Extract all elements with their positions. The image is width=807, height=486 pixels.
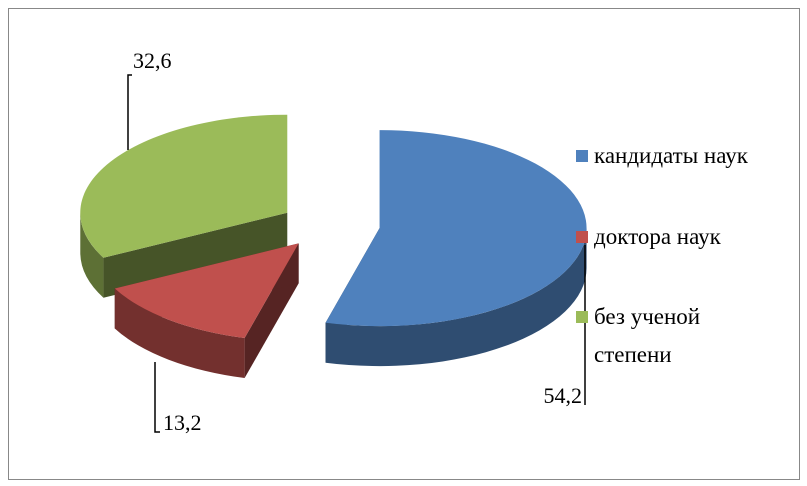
legend-swatch (576, 311, 588, 323)
legend-item: без ученой степени (576, 298, 744, 374)
slice-side (80, 212, 104, 298)
leader-line (127, 74, 132, 150)
slice (80, 114, 288, 258)
legend-swatch (576, 231, 588, 243)
slice (114, 243, 299, 339)
slice-side (114, 288, 245, 379)
legend-item: кандидаты наук (576, 137, 769, 175)
legend-label: доктора наук (594, 224, 721, 249)
legend-swatch (576, 150, 588, 162)
legend-label: без ученой степени (594, 304, 701, 367)
data-label: 13,2 (163, 410, 202, 435)
legend-item: доктора наук (576, 218, 769, 256)
data-label: 54,2 (544, 383, 583, 408)
data-label: 32,6 (133, 48, 172, 73)
slice-side (325, 228, 587, 367)
leader-line (154, 362, 160, 433)
legend-label: кандидаты наук (594, 143, 748, 168)
slice (325, 130, 587, 327)
slice-wall (103, 212, 288, 298)
